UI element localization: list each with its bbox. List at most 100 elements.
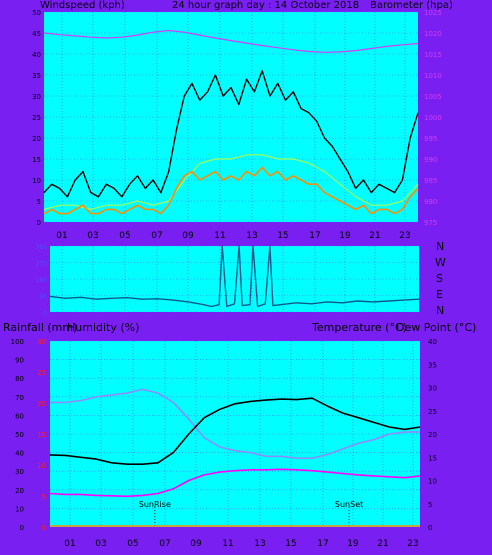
wind-gust-series-line <box>43 70 419 198</box>
direction-tick-label: 0 <box>43 310 47 317</box>
humidity-tick-label: 10 <box>15 505 24 513</box>
humidity-tick-label: 40 <box>15 450 24 458</box>
wind-x-tick-label: 15 <box>277 231 288 241</box>
temperature-series-line <box>49 397 421 466</box>
temperature-tick-label: 25 <box>428 408 437 416</box>
direction-letter-n-top: N <box>436 240 445 253</box>
barometer-tick-label: 1010 <box>424 72 442 80</box>
wind-x-tick-label: 05 <box>119 231 130 241</box>
wind-x-tick-label: 03 <box>87 231 98 241</box>
temperature-tick-label: 10 <box>428 478 437 486</box>
wind-average-series-line <box>43 166 419 215</box>
wind-x-tick-label: 09 <box>182 231 194 241</box>
rainfall-tick-label: 30 <box>37 338 46 346</box>
humidity-tick-label: 50 <box>15 431 24 439</box>
temperature-tick-label: 40 <box>428 338 437 346</box>
wind-left-tick-label: 25 <box>32 114 41 122</box>
graph-title: 24 hour graph day : 14 October 2018 <box>172 0 360 11</box>
temp-x-tick-label: 15 <box>285 539 296 549</box>
rainfall-tick-label: 25 <box>37 369 46 377</box>
wind-x-tick-label: 13 <box>246 231 257 241</box>
temp-x-tick-label: 07 <box>159 539 170 549</box>
barometer-tick-label: 975 <box>424 219 437 227</box>
barometer-tick-label: 1015 <box>424 51 442 59</box>
barometer-tick-label: 985 <box>424 177 437 185</box>
wind-left-tick-label: 35 <box>32 72 41 80</box>
wind-x-tick-label: 11 <box>214 231 225 241</box>
wind-left-tick-label: 45 <box>32 30 41 38</box>
windspeed-axis-title: Windspeed (kph) <box>40 0 125 11</box>
humidity-tick-label: 90 <box>15 357 24 365</box>
direction-tick-label: 180 <box>36 277 48 284</box>
rainfall-tick-label: 5 <box>42 493 46 501</box>
wind-direction-series-line <box>49 245 420 308</box>
dewpoint-axis-title: Dew Point (°C) <box>396 321 477 334</box>
temp-x-tick-label: 05 <box>127 539 138 549</box>
rainfall-tick-label: 10 <box>37 462 46 470</box>
direction-tick-label: 270 <box>36 261 48 268</box>
wind-left-tick-label: 20 <box>32 135 41 143</box>
sunset-label: SunSet <box>335 500 363 509</box>
sunrise-label: SunRise <box>139 500 171 509</box>
wind-left-tick-label: 0 <box>37 219 41 227</box>
temp-plot-area <box>50 341 420 527</box>
temperature-tick-label: 0 <box>428 524 432 532</box>
barometer-tick-label: 1005 <box>424 93 442 101</box>
wind-green-series-line <box>43 154 419 210</box>
wind-left-tick-label: 10 <box>32 177 41 185</box>
temperature-tick-label: 35 <box>428 361 437 369</box>
wind-x-tick-label: 17 <box>309 231 320 241</box>
humidity-axis-title: Humidity (%) <box>67 321 140 334</box>
dewpoint-series-line <box>49 468 421 498</box>
rainfall-tick-label: 15 <box>37 431 46 439</box>
barometer-axis-title: Barometer (hpa) <box>370 0 453 11</box>
temperature-tick-label: 30 <box>428 385 437 393</box>
wind-left-tick-label: 50 <box>32 9 41 17</box>
wind-x-tick-label: 19 <box>339 231 351 241</box>
humidity-tick-label: 30 <box>15 468 24 476</box>
temp-x-tick-label: 11 <box>222 539 233 549</box>
barometer-tick-label: 995 <box>424 135 437 143</box>
direction-letter-e: E <box>436 288 443 301</box>
temperature-axis-title: Temperature (°C) <box>312 321 407 334</box>
temp-x-tick-label: 13 <box>254 539 265 549</box>
temperature-tick-label: 15 <box>428 454 437 462</box>
humidity-tick-label: 0 <box>20 524 24 532</box>
rainfall-tick-label: 20 <box>37 400 46 408</box>
wind-left-tick-label: 40 <box>32 51 41 59</box>
temp-x-tick-label: 23 <box>407 539 418 549</box>
barometer-tick-label: 1025 <box>424 9 442 17</box>
wind-x-tick-label: 23 <box>399 231 410 241</box>
humidity-tick-label: 20 <box>15 487 24 495</box>
wind-left-tick-label: 5 <box>37 198 41 206</box>
humidity-tick-label: 60 <box>15 412 24 420</box>
direction-letter-s: S <box>436 272 443 285</box>
wind-left-tick-label: 15 <box>32 156 41 164</box>
temp-x-tick-label: 09 <box>190 539 202 549</box>
humidity-tick-label: 100 <box>11 338 24 346</box>
direction-tick-label: 90 <box>39 294 47 301</box>
humidity-tick-label: 80 <box>15 375 24 383</box>
humidity-tick-label: 70 <box>15 394 24 402</box>
wind-x-tick-label: 01 <box>56 231 67 241</box>
rainfall-tick-label: 0 <box>42 524 46 532</box>
direction-tick-label: 360 <box>36 244 48 251</box>
temp-x-tick-label: 01 <box>64 539 75 549</box>
temp-x-tick-label: 17 <box>317 539 328 549</box>
humidity-series-line <box>50 388 420 460</box>
temperature-tick-label: 20 <box>428 431 437 439</box>
temp-x-tick-label: 21 <box>377 539 388 549</box>
wind-x-tick-label: 21 <box>369 231 380 241</box>
barometer-tick-label: 990 <box>424 156 437 164</box>
direction-letter-w: W <box>435 256 446 269</box>
temp-x-tick-label: 19 <box>347 539 359 549</box>
wind-x-tick-label: 07 <box>151 231 162 241</box>
barometer-tick-label: 1020 <box>424 30 442 38</box>
direction-letter-n-bottom: N <box>436 304 445 317</box>
temperature-tick-label: 5 <box>428 501 432 509</box>
wind-left-tick-label: 30 <box>32 93 41 101</box>
rainfall-axis-title: Rainfall (mm) <box>3 321 78 334</box>
barometer-series-line <box>43 29 419 53</box>
